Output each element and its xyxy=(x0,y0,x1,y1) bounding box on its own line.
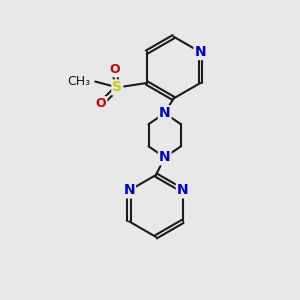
Text: N: N xyxy=(159,106,170,120)
Text: O: O xyxy=(109,63,120,76)
Text: CH₃: CH₃ xyxy=(68,75,91,88)
Text: N: N xyxy=(177,184,188,197)
Text: N: N xyxy=(194,45,206,59)
Text: O: O xyxy=(96,97,106,110)
Text: S: S xyxy=(112,80,122,94)
Text: N: N xyxy=(159,150,170,164)
Text: N: N xyxy=(123,184,135,197)
